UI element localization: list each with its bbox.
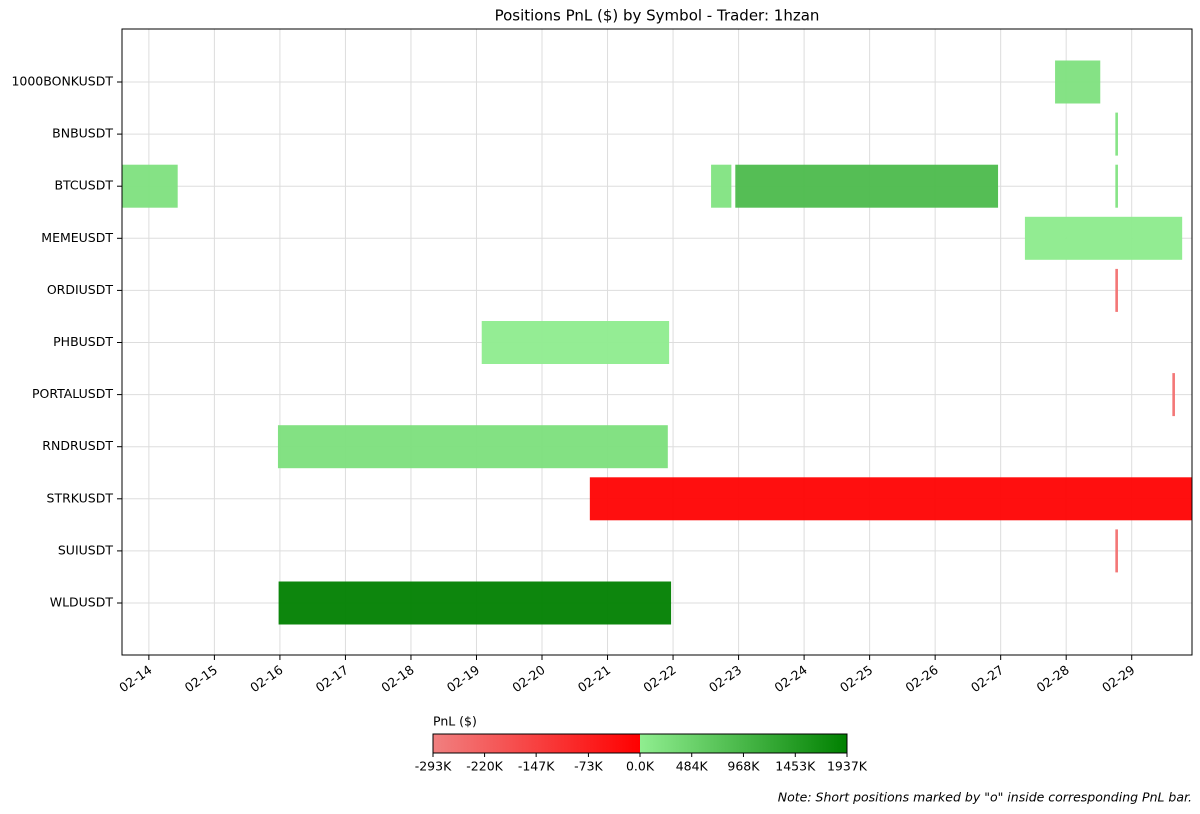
colorbar-tick-label: -220K: [466, 759, 503, 774]
pnl-bar: [1024, 216, 1183, 260]
y-tick-label: 1000BONKUSDT: [11, 74, 113, 89]
colorbar-tick-label: 484K: [676, 759, 709, 774]
note: Note: Short positions marked by "o" insi…: [778, 790, 1192, 805]
colorbar-tick-label: 1453K: [775, 759, 816, 774]
y-tick-label: BTCUSDT: [54, 178, 113, 193]
pnl-bar: [1115, 112, 1118, 156]
y-tick-label: STRKUSDT: [47, 490, 114, 505]
x-tick-label: 02-15: [182, 662, 220, 695]
y-tick-label: SUIUSDT: [58, 542, 113, 557]
x-tick-label: 02-23: [706, 662, 744, 695]
x-tick-label: 02-27: [968, 662, 1006, 695]
pnl-bar: [122, 164, 178, 208]
x-tick-label: 02-18: [378, 662, 416, 695]
pnl-bar: [1115, 529, 1118, 573]
x-tick-label: 02-17: [313, 662, 351, 695]
y-tick-label: BNBUSDT: [52, 126, 113, 141]
colorbar-tick-label: 1937K: [827, 759, 868, 774]
colorbar-pos: [640, 734, 847, 753]
x-tick-label: 02-21: [575, 662, 613, 695]
x-tick-label: 02-16: [247, 662, 285, 695]
y-tick-label: PHBUSDT: [53, 334, 113, 349]
pnl-bar: [735, 164, 999, 208]
colorbar-tick-label: -147K: [518, 759, 555, 774]
y-tick-label: WLDUSDT: [50, 595, 114, 610]
x-tick-label: 02-19: [444, 662, 482, 695]
plot-frame: [121, 28, 1193, 656]
colorbar-tick-label: -293K: [415, 759, 452, 774]
colorbar-neg: [433, 734, 640, 753]
x-tick-label: 02-28: [1034, 662, 1072, 695]
pnl-bar: [1172, 373, 1175, 417]
pnl-bar: [278, 581, 672, 625]
x-tick-label: 02-14: [116, 662, 154, 695]
y-tick-label: ORDIUSDT: [47, 282, 114, 297]
colorbar-label: PnL ($): [433, 714, 477, 729]
x-tick-label: 02-26: [903, 662, 941, 695]
pnl-bar: [1115, 268, 1118, 312]
y-tick-label: RNDRUSDT: [42, 438, 113, 453]
chart-title: Positions PnL ($) by Symbol - Trader: 1h…: [495, 7, 820, 25]
pnl-bar: [711, 164, 732, 208]
x-tick-label: 02-29: [1099, 662, 1137, 695]
x-tick-label: 02-20: [509, 662, 547, 695]
pnl-bar: [1055, 60, 1101, 104]
y-tick-label: MEMEUSDT: [41, 230, 113, 245]
pnl-bar: [277, 425, 668, 469]
x-tick-label: 02-25: [837, 662, 875, 695]
colorbar-tick-label: 968K: [727, 759, 760, 774]
x-tick-label: 02-22: [640, 662, 678, 695]
colorbar-tick-label: -73K: [574, 759, 603, 774]
pnl-bar: [481, 321, 670, 364]
x-tick-label: 02-24: [771, 662, 809, 695]
y-tick-label: PORTALUSDT: [32, 386, 113, 401]
pnl-bar: [1115, 164, 1118, 208]
pnl-bar: [589, 477, 1192, 521]
colorbar-tick-label: 0.0K: [626, 759, 655, 774]
